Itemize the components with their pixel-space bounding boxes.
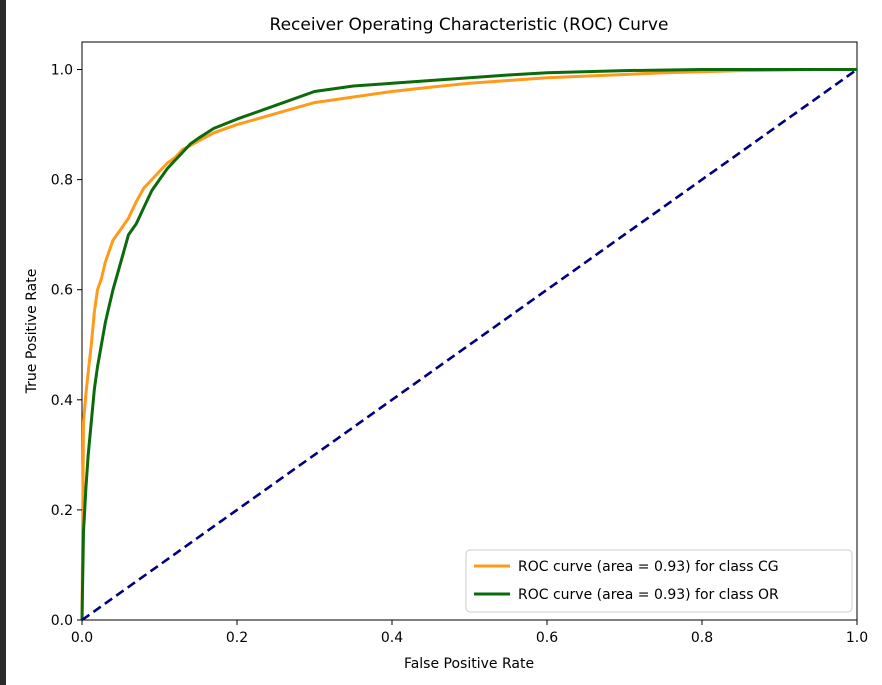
- legend-box: [465, 549, 853, 613]
- x-tick-label: 0.8: [691, 630, 713, 646]
- x-tick-label: 0.2: [226, 630, 248, 646]
- y-tick-label: 1.0: [51, 63, 73, 79]
- legend: ROC curve (area = 0.93) for class CG ROC…: [465, 549, 853, 613]
- roc-chart: Receiver Operating Characteristic (ROC) …: [24, 15, 868, 672]
- series-layer: [80, 68, 858, 622]
- x-tick-label: 0.6: [536, 630, 558, 646]
- roc-curve-or: [80, 68, 857, 621]
- x-tick-label: 1.0: [846, 630, 868, 646]
- x-tick-label: 0.4: [381, 630, 403, 646]
- y-tick-label: 0.2: [51, 503, 73, 519]
- plot-frame: [81, 41, 858, 621]
- chart-title: Receiver Operating Characteristic (ROC) …: [270, 15, 669, 35]
- y-tick-label: 0.4: [51, 393, 73, 409]
- x-axis-label: False Positive Rate: [404, 656, 534, 672]
- y-axis-label: True Positive Rate: [24, 269, 40, 395]
- y-tick-label: 0.6: [51, 283, 73, 299]
- chance-diagonal: [81, 68, 858, 622]
- plot-area: [81, 41, 858, 621]
- legend-label-or: ROC curve (area = 0.93) for class OR: [518, 587, 779, 603]
- x-axis: 0.0 0.2 0.4 0.6 0.8 1.0: [71, 620, 868, 646]
- chart-canvas: Receiver Operating Characteristic (ROC) …: [6, 0, 882, 685]
- legend-label-cg: ROC curve (area = 0.93) for class CG: [518, 559, 779, 575]
- x-tick-label: 0.0: [71, 630, 93, 646]
- y-tick-label: 0.0: [51, 613, 73, 629]
- y-tick-label: 0.8: [51, 173, 73, 189]
- y-axis: 0.0 0.2 0.4 0.6 0.8 1.0: [51, 63, 82, 629]
